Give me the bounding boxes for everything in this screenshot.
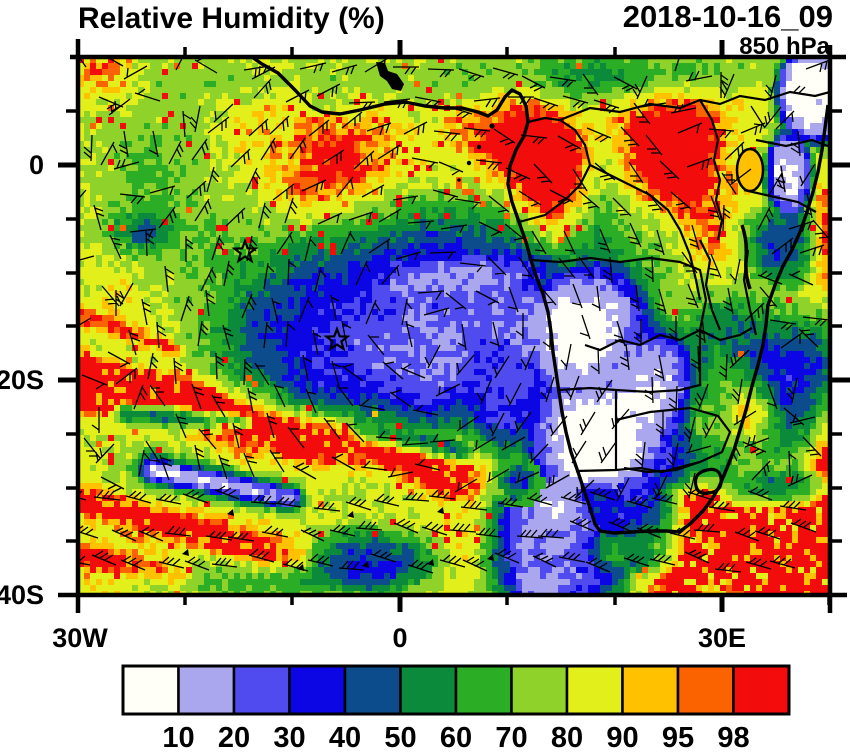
svg-text:30: 30 <box>273 722 305 750</box>
svg-text:98: 98 <box>717 722 749 750</box>
svg-text:50: 50 <box>384 722 416 750</box>
svg-text:30E: 30E <box>698 623 746 653</box>
svg-text:95: 95 <box>662 722 694 750</box>
svg-text:40S: 40S <box>0 580 44 610</box>
svg-text:Relative Humidity (%): Relative Humidity (%) <box>78 2 385 35</box>
svg-text:2018-10-16_09: 2018-10-16_09 <box>623 0 833 34</box>
svg-text:40: 40 <box>329 722 361 750</box>
svg-text:20: 20 <box>218 722 250 750</box>
svg-text:0: 0 <box>392 623 407 653</box>
svg-text:90: 90 <box>606 722 638 750</box>
svg-text:0: 0 <box>29 150 44 180</box>
svg-text:10: 10 <box>162 722 194 750</box>
svg-text:20S: 20S <box>0 365 44 395</box>
svg-text:30W: 30W <box>52 623 108 653</box>
svg-text:850 hPa: 850 hPa <box>739 33 830 60</box>
svg-text:70: 70 <box>495 722 527 750</box>
svg-text:60: 60 <box>440 722 472 750</box>
svg-text:80: 80 <box>551 722 583 750</box>
